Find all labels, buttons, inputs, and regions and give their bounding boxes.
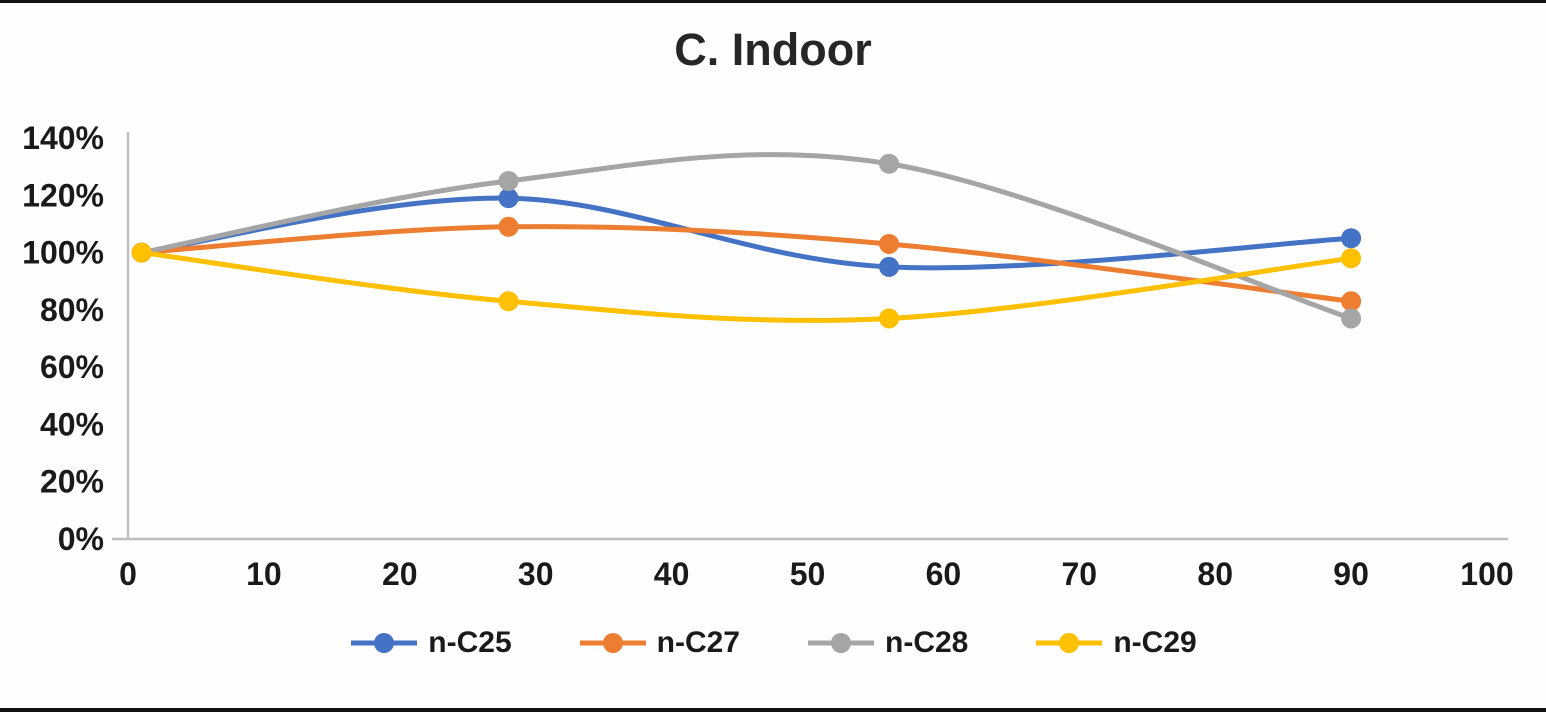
y-tick-label: 20% [40, 464, 104, 500]
data-marker-n-C28 [879, 153, 900, 174]
x-tick-label: 50 [790, 556, 826, 592]
legend-label: n-C25 [428, 626, 512, 659]
y-tick-label: 40% [40, 406, 104, 442]
data-marker-n-C25 [498, 188, 519, 209]
y-tick-label: 0% [58, 521, 104, 557]
data-marker-n-C28 [1341, 308, 1362, 329]
data-marker-n-C27 [498, 216, 519, 237]
legend-marker-icon [808, 633, 874, 653]
x-tick-label: 0 [119, 556, 137, 592]
x-tick-label: 20 [382, 556, 418, 592]
legend: n-C25 n-C27 n-C28 n-C29 [0, 628, 1546, 658]
chart-title: C. Indoor [674, 24, 872, 75]
y-tick-label: 100% [22, 235, 104, 271]
series-line-n-C29 [139, 250, 1354, 323]
legend-label: n-C28 [885, 626, 969, 659]
data-marker-n-C25 [879, 256, 900, 277]
top-border [0, 0, 1546, 3]
legend-marker-icon [579, 633, 646, 653]
legend-item-n-C25: n-C25 [349, 626, 512, 659]
legend-label: n-C29 [1113, 626, 1197, 659]
series-line-n-C25 [139, 195, 1354, 271]
legend-label: n-C27 [656, 626, 740, 659]
x-tick-label: 30 [518, 556, 554, 592]
y-tick-label: 60% [40, 349, 104, 385]
legend-item-n-C29: n-C29 [1034, 626, 1197, 659]
legend-item-n-C28: n-C28 [806, 628, 968, 658]
x-tick-label: 80 [1197, 556, 1233, 592]
x-tick-label: 10 [246, 556, 282, 592]
data-marker-n-C29 [879, 308, 900, 329]
y-tick-label: 120% [22, 177, 104, 213]
x-tick-label: 40 [654, 556, 690, 592]
bottom-border [0, 708, 1546, 712]
x-tick-label: 60 [926, 556, 962, 592]
data-marker-n-C27 [879, 233, 900, 254]
data-marker-n-C29 [131, 242, 152, 263]
data-marker-n-C29 [498, 291, 519, 312]
data-marker-n-C28 [498, 170, 519, 191]
data-marker-n-C25 [1341, 228, 1362, 249]
x-tick-label: 70 [1062, 556, 1098, 592]
y-tick-label: 140% [22, 120, 104, 156]
data-marker-n-C29 [1341, 248, 1362, 269]
series-line-n-C28 [139, 152, 1354, 321]
y-tick-label: 80% [40, 292, 104, 328]
x-tick-label: 90 [1333, 556, 1369, 592]
x-tick-label: 100 [1460, 556, 1513, 592]
legend-marker-icon [1036, 633, 1103, 653]
series-line-n-C27 [139, 224, 1354, 304]
legend-marker-icon [351, 633, 418, 653]
legend-item-n-C27: n-C27 [578, 628, 740, 658]
data-marker-n-C27 [1341, 291, 1362, 312]
